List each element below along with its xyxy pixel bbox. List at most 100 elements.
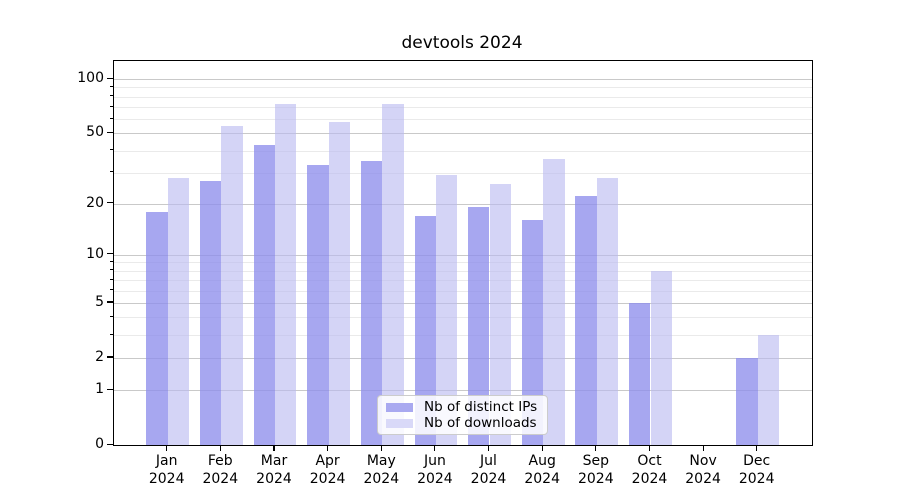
gridline-major-1 [114, 390, 812, 391]
x-label-year-oct: 2024 [631, 470, 668, 487]
x-label-year-jul: 2024 [470, 470, 507, 487]
x-tick-label-mar: Mar 2024 [239, 453, 309, 488]
y-tick-0 [107, 443, 113, 445]
legend-label-distinct-ips: Nb of distinct IPs [424, 399, 538, 415]
gridline-minor-90 [114, 87, 812, 89]
gridline-major-50 [114, 133, 812, 135]
gridline-minor-70 [114, 107, 812, 108]
y-tick-10 [107, 253, 113, 255]
x-label-year-feb: 2024 [202, 470, 239, 487]
bar-downloads-jul [489, 183, 511, 445]
x-label-year-apr: 2024 [309, 470, 346, 487]
gridline-minor-30 [114, 172, 812, 174]
bar-distinct-ips-apr [307, 165, 329, 445]
y-tick-20 [107, 202, 113, 204]
gridline-major-100 [114, 79, 812, 80]
x-label-year-sep: 2024 [577, 470, 614, 487]
x-tick-label-jul: Jul 2024 [454, 453, 524, 488]
x-label-month-may: May [366, 453, 396, 469]
bar-downloads-sep [596, 178, 619, 445]
gridline-minor-7 [114, 280, 812, 282]
x-label-month-jul: Jul [480, 453, 497, 469]
x-tick-label-oct: Oct 2024 [615, 453, 685, 488]
x-label-month-nov: Nov [689, 453, 717, 469]
gridline-major-5 [114, 302, 812, 304]
legend: Nb of distinct IPs Nb of downloads [377, 395, 548, 435]
bar-distinct-ips-sep [575, 196, 597, 445]
x-tick-may [380, 445, 382, 451]
bar-distinct-ips-jun [414, 215, 436, 445]
x-label-year-mar: 2024 [256, 470, 292, 487]
y-tick-label-50: 50 [86, 124, 104, 141]
bar-downloads-jun [435, 175, 458, 445]
x-tick-label-jun: Jun 2024 [400, 453, 470, 488]
plot-area [113, 60, 813, 446]
y-minortick-80 [109, 95, 113, 97]
y-minortick-90 [109, 85, 113, 87]
legend-swatch-downloads [386, 418, 413, 428]
x-tick-dec [756, 445, 758, 451]
bar-downloads-mar [275, 103, 297, 445]
bar-distinct-ips-jan [146, 211, 168, 445]
gridline-major-2 [114, 357, 812, 359]
chart-title: devtools 2024 [401, 33, 523, 53]
x-tick-label-nov: Nov 2024 [668, 453, 738, 488]
y-tick-2 [107, 356, 113, 358]
x-tick-label-sep: Sep 2024 [561, 453, 631, 488]
bar-downloads-dec [757, 335, 780, 445]
gridline-major-10 [114, 254, 812, 256]
x-tick-jul [487, 445, 490, 451]
x-label-year-jan: 2024 [148, 470, 185, 487]
x-tick-feb [219, 445, 221, 451]
x-tick-label-aug: Aug 2024 [507, 453, 577, 488]
gridline-minor-9 [114, 262, 812, 264]
y-minortick-40 [109, 149, 113, 151]
y-minortick-60 [109, 117, 113, 119]
x-label-month-dec: Dec [743, 453, 771, 469]
x-tick-apr [327, 445, 329, 451]
y-tick-label-20: 20 [86, 194, 104, 211]
x-tick-label-may: May 2024 [346, 453, 416, 488]
legend-item-distinct-ips: Nb of distinct IPs [386, 399, 539, 415]
y-minortick-6 [109, 289, 113, 291]
bar-downloads-apr [328, 121, 350, 445]
y-minortick-70 [109, 105, 113, 107]
y-tick-100 [107, 77, 113, 79]
y-tick-label-100: 100 [77, 70, 104, 86]
y-minortick-8 [109, 269, 113, 271]
y-tick-1 [107, 388, 113, 390]
x-tick-jun [434, 445, 436, 451]
x-label-year-dec: 2024 [738, 470, 775, 487]
x-tick-sep [595, 445, 597, 451]
y-minortick-7 [109, 278, 113, 280]
gridline-major-20 [114, 203, 812, 205]
bar-distinct-ips-jul [468, 207, 490, 445]
x-label-month-mar: Mar [260, 453, 288, 469]
x-tick-label-feb: Feb 2024 [185, 453, 255, 488]
x-label-month-aug: Aug [528, 453, 556, 469]
bar-downloads-aug [543, 158, 565, 445]
gridline-minor-60 [114, 119, 812, 120]
y-tick-label-5: 5 [95, 293, 104, 310]
bar-distinct-ips-may [360, 160, 383, 445]
x-tick-jan [166, 445, 168, 451]
gridline-minor-80 [114, 96, 812, 98]
legend-item-downloads: Nb of downloads [386, 415, 539, 431]
legend-label-downloads: Nb of downloads [424, 415, 537, 431]
y-minortick-4 [109, 315, 113, 318]
x-label-month-apr: Apr [315, 453, 340, 469]
gridline-minor-4 [114, 317, 812, 319]
y-minortick-9 [109, 260, 113, 263]
y-minortick-30 [109, 171, 113, 173]
bar-distinct-ips-feb [199, 180, 222, 445]
x-tick-label-jan: Jan 2024 [132, 453, 202, 488]
x-tick-label-dec: Dec 2024 [722, 453, 792, 488]
gridline-minor-3 [114, 335, 812, 337]
x-label-year-aug: 2024 [524, 470, 560, 487]
y-tick-label-10: 10 [86, 245, 104, 262]
y-tick-label-0: 0 [95, 436, 104, 452]
x-label-year-nov: 2024 [685, 470, 721, 487]
gridline-minor-6 [114, 290, 812, 292]
x-tick-aug [541, 445, 543, 451]
